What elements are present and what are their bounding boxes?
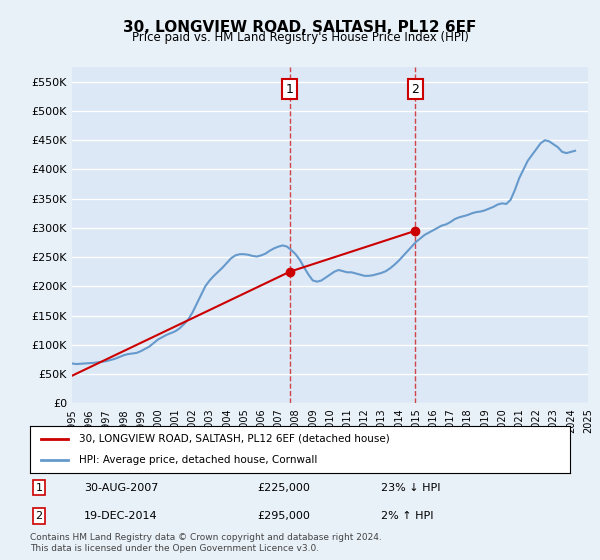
Text: 2: 2 <box>35 511 43 521</box>
Text: 1: 1 <box>35 483 43 493</box>
Text: 30, LONGVIEW ROAD, SALTASH, PL12 6EF: 30, LONGVIEW ROAD, SALTASH, PL12 6EF <box>124 20 476 35</box>
Text: 30-AUG-2007: 30-AUG-2007 <box>84 483 158 493</box>
Text: HPI: Average price, detached house, Cornwall: HPI: Average price, detached house, Corn… <box>79 455 317 465</box>
Text: Contains HM Land Registry data © Crown copyright and database right 2024.
This d: Contains HM Land Registry data © Crown c… <box>30 533 382 553</box>
Text: £225,000: £225,000 <box>257 483 310 493</box>
Text: 30, LONGVIEW ROAD, SALTASH, PL12 6EF (detached house): 30, LONGVIEW ROAD, SALTASH, PL12 6EF (de… <box>79 434 389 444</box>
Text: 19-DEC-2014: 19-DEC-2014 <box>84 511 158 521</box>
Text: Price paid vs. HM Land Registry's House Price Index (HPI): Price paid vs. HM Land Registry's House … <box>131 31 469 44</box>
Text: 23% ↓ HPI: 23% ↓ HPI <box>381 483 440 493</box>
Text: 2% ↑ HPI: 2% ↑ HPI <box>381 511 433 521</box>
Text: £295,000: £295,000 <box>257 511 310 521</box>
Text: 2: 2 <box>412 82 419 96</box>
Text: 1: 1 <box>286 82 293 96</box>
